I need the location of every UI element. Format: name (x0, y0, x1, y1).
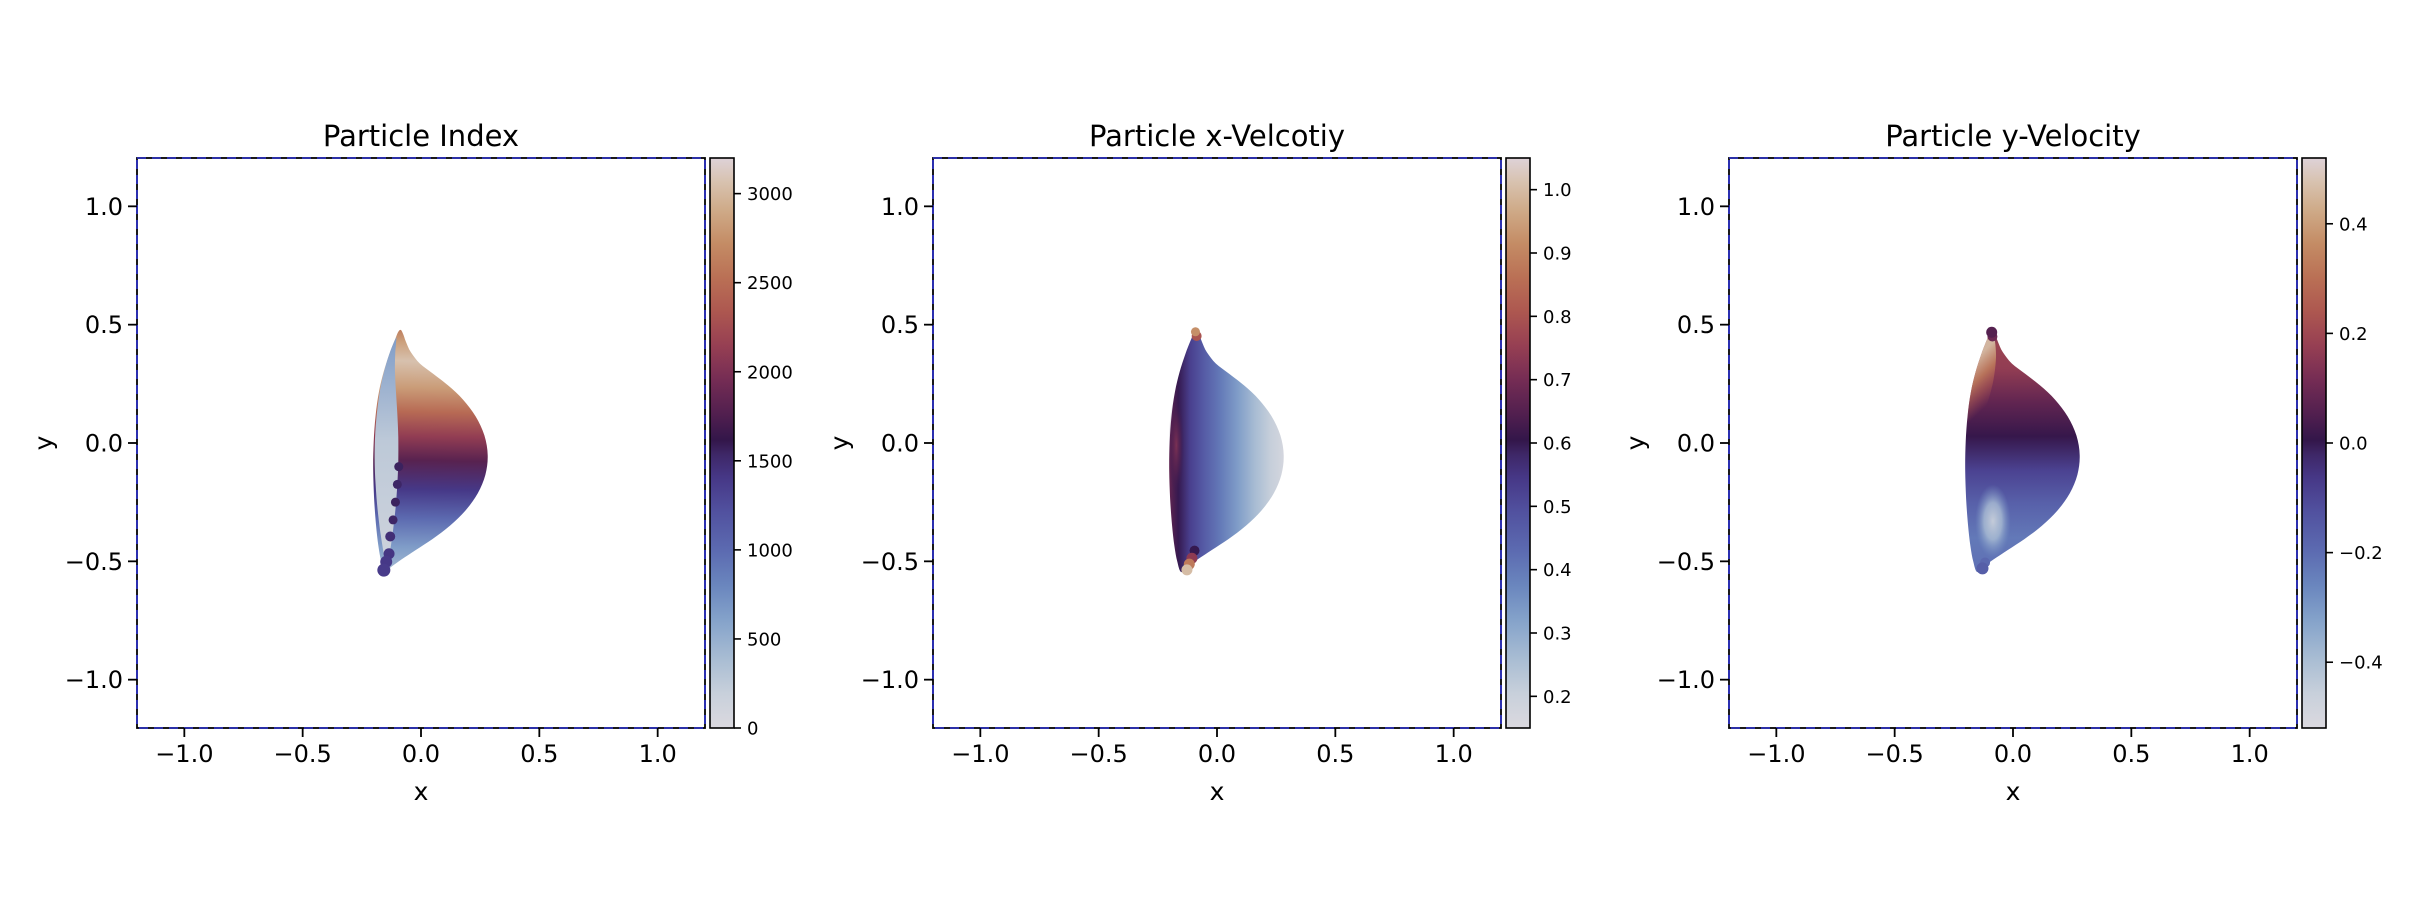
colorbar-tick-label: 2000 (747, 362, 793, 383)
colorbar: 0 500 1000 1500 2000 2500 3000 (709, 157, 793, 740)
y-tick-label: −1.0 (861, 666, 919, 694)
colorbar-tick-label: 0.2 (1543, 687, 1572, 708)
colorbar: 0.2 0.3 0.4 0.5 0.6 0.7 0.8 0.9 1.0 (1505, 157, 1572, 729)
x-tick-label: −0.5 (1070, 740, 1128, 768)
colorbar-strip (709, 157, 735, 729)
particle-dot (388, 515, 398, 525)
y-tick-label: 0.5 (85, 311, 123, 339)
y-tick-label: −0.5 (1657, 548, 1715, 576)
particle-dot (377, 563, 391, 577)
y-tick-label: 0.5 (1677, 311, 1715, 339)
y-tick-label: 1.0 (85, 193, 123, 221)
panel-title: Particle Index (323, 119, 519, 153)
panel-title: Particle y-Velocity (1885, 119, 2141, 153)
x-axis-label: x (1210, 777, 1225, 806)
x-axis-label: x (414, 777, 429, 806)
colorbar-tick-label: 3000 (747, 184, 793, 205)
particle-dot (385, 531, 396, 542)
particle-scatter-blob (1965, 326, 2080, 575)
y-axis-label: y (29, 435, 58, 450)
panel-particle-y-velocity: Particle y-Velocity −1.0 −0.5 0.0 0.5 1.0 −1.0… (1621, 119, 2383, 806)
y-tick-label: 1.0 (881, 193, 919, 221)
colorbar-tick-label: 0.3 (1543, 624, 1572, 645)
x-tick-label: −1.0 (1747, 740, 1805, 768)
y-axis-label: y (1621, 435, 1650, 450)
x-tick-label: −0.5 (274, 740, 332, 768)
particle-dot (1986, 326, 1998, 338)
y-tick-label: 0.5 (881, 311, 919, 339)
colorbar-tick-label: 1500 (747, 451, 793, 472)
blob-sliver (374, 337, 399, 568)
blob-outline (373, 329, 488, 573)
particle-dot (394, 462, 404, 472)
colorbar-strip (2301, 157, 2327, 729)
particle-dot (1181, 564, 1193, 576)
x-tick-label: 0.5 (520, 740, 558, 768)
x-tick-label: 1.0 (639, 740, 677, 768)
colorbar-tick-label: −0.4 (2339, 653, 2383, 674)
colorbar-tick-label: 500 (747, 629, 781, 650)
colorbar-tick-label: 1000 (747, 540, 793, 561)
x-axis-label: x (2006, 777, 2021, 806)
particle-dot (392, 479, 402, 489)
x-tick-label: 0.0 (1198, 740, 1236, 768)
panel-title: Particle x-Velcotiy (1089, 119, 1345, 153)
x-tick-label: 0.0 (1994, 740, 2032, 768)
colorbar-tick-label: 1.0 (1543, 180, 1572, 201)
y-tick-label: −0.5 (65, 548, 123, 576)
y-axis-label: y (825, 435, 854, 450)
colorbar-tick-label: 0.7 (1543, 370, 1572, 391)
colorbar-strip (1505, 157, 1531, 729)
blob-soft-region (1975, 484, 2011, 558)
panel-particle-x-velocity: Particle x-Velcotiy −1.0 −0.5 0.0 0.5 1.0 −1.0… (825, 119, 1572, 806)
y-tick-label: 1.0 (1677, 193, 1715, 221)
colorbar: −0.4 −0.2 0.0 0.2 0.4 (2301, 157, 2383, 729)
colorbar-tick-label: 0.5 (1543, 497, 1572, 518)
y-tick-label: −1.0 (1657, 666, 1715, 694)
x-tick-label: 1.0 (1435, 740, 1473, 768)
colorbar-tick-label: 0 (747, 719, 758, 740)
x-tick-label: 1.0 (2231, 740, 2269, 768)
y-tick-label: −0.5 (861, 548, 919, 576)
blob-soft-region (1168, 395, 1184, 496)
colorbar-tick-label: 0.4 (2339, 214, 2368, 235)
y-tick-label: 0.0 (881, 430, 919, 458)
blob-outline (1169, 329, 1284, 573)
y-tick-label: 0.0 (85, 430, 123, 458)
particle-scatter-blob (1168, 327, 1284, 576)
x-tick-label: 0.5 (1316, 740, 1354, 768)
blob-wedge_upper (1966, 331, 1997, 433)
colorbar-tick-label: 0.6 (1543, 434, 1572, 455)
particle-dot (1190, 327, 1200, 337)
particle-scatter-blob (373, 329, 488, 577)
colorbar-tick-label: −0.2 (2339, 543, 2383, 564)
x-tick-label: −0.5 (1866, 740, 1924, 768)
y-tick-label: −1.0 (65, 666, 123, 694)
colorbar-tick-label: 0.4 (1543, 560, 1572, 581)
x-tick-label: 0.5 (2112, 740, 2150, 768)
particle-dot (390, 497, 400, 507)
x-tick-label: −1.0 (155, 740, 213, 768)
colorbar-tick-label: 2500 (747, 273, 793, 294)
y-tick-label: 0.0 (1677, 430, 1715, 458)
particle-dot (1976, 562, 1989, 575)
x-tick-label: −1.0 (951, 740, 1009, 768)
colorbar-tick-label: 0.9 (1543, 244, 1572, 265)
x-tick-label: 0.0 (402, 740, 440, 768)
panel-particle-index: Particle Index −1.0 −0.5 0.0 0.5 1.0 −1.0 −0.5 0… (29, 119, 793, 806)
colorbar-tick-label: 0.2 (2339, 324, 2368, 345)
colorbar-tick-label: 0.8 (1543, 307, 1572, 328)
colorbar-tick-label: 0.0 (2339, 434, 2368, 455)
